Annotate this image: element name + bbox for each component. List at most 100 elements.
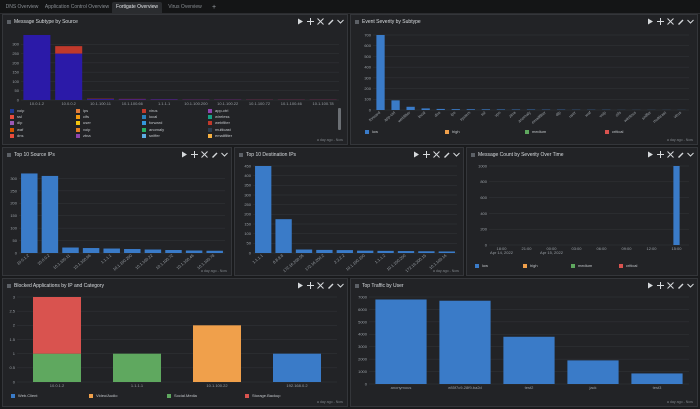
bar[interactable] [144, 249, 162, 253]
bar[interactable] [496, 109, 506, 110]
bar[interactable] [124, 249, 141, 253]
panel-drag-icon[interactable] [471, 152, 475, 157]
legend-item[interactable]: forward [142, 120, 162, 125]
play-icon[interactable] [647, 151, 654, 158]
play-icon[interactable] [413, 151, 420, 158]
legend-item[interactable]: high [445, 129, 460, 134]
legend-item[interactable]: dlp [10, 120, 22, 125]
edit-icon[interactable] [677, 282, 684, 289]
bar[interactable] [255, 166, 272, 253]
expand-icon[interactable] [667, 151, 674, 158]
legend-item[interactable]: wireless [208, 114, 229, 119]
bar[interactable] [295, 249, 313, 253]
bar[interactable] [421, 108, 430, 110]
edit-icon[interactable] [211, 151, 218, 158]
expand-icon[interactable] [317, 18, 324, 25]
legend-item[interactable]: dns [10, 133, 23, 138]
bar[interactable] [391, 100, 400, 110]
panel-drag-icon[interactable] [355, 283, 359, 288]
bar[interactable] [406, 106, 415, 110]
bar[interactable] [436, 108, 445, 110]
legend-item[interactable]: webfilter [208, 120, 230, 125]
panel-drag-icon[interactable] [239, 152, 243, 157]
bar[interactable] [273, 353, 321, 382]
bar[interactable] [397, 251, 415, 253]
legend-item[interactable]: anomaly [142, 127, 164, 132]
edit-icon[interactable] [327, 282, 334, 289]
legend-item[interactable]: user [76, 120, 91, 125]
bar[interactable] [193, 325, 241, 382]
legend-item[interactable]: medium [571, 263, 592, 268]
bar[interactable] [23, 35, 51, 100]
expand-icon[interactable] [317, 282, 324, 289]
bar[interactable] [185, 250, 203, 253]
bar[interactable] [206, 250, 223, 253]
bar[interactable] [376, 35, 385, 110]
legend-item[interactable]: ips [76, 108, 88, 113]
bar[interactable] [33, 297, 81, 354]
legend-item[interactable]: emailfilter [208, 133, 232, 138]
chevron-down-icon[interactable] [221, 151, 228, 158]
play-icon[interactable] [647, 18, 654, 25]
bar[interactable] [103, 248, 120, 253]
legend-item[interactable]: sniffer [142, 133, 160, 138]
move-icon[interactable] [307, 18, 314, 25]
legend-item[interactable]: Storage.Backup [245, 393, 280, 398]
bar[interactable] [673, 166, 680, 245]
bar[interactable] [336, 250, 353, 253]
legend-item[interactable]: waf [10, 127, 23, 132]
expand-icon[interactable] [433, 151, 440, 158]
legend-item[interactable]: medium [525, 129, 546, 134]
bar[interactable] [466, 109, 475, 110]
bar[interactable] [55, 53, 83, 100]
expand-icon[interactable] [667, 282, 674, 289]
bar[interactable] [33, 353, 81, 382]
move-icon[interactable] [657, 282, 664, 289]
expand-icon[interactable] [667, 18, 674, 25]
legend-item[interactable]: voip [76, 127, 90, 132]
play-icon[interactable] [181, 151, 188, 158]
panel-drag-icon[interactable] [7, 283, 11, 288]
legend-item[interactable]: high [523, 263, 538, 268]
bar[interactable] [377, 250, 394, 253]
panel-drag-icon[interactable] [355, 19, 359, 24]
legend-item[interactable]: critical [619, 263, 637, 268]
panel-drag-icon[interactable] [7, 152, 11, 157]
chevron-down-icon[interactable] [337, 18, 344, 25]
play-icon[interactable] [297, 18, 304, 25]
edit-icon[interactable] [327, 18, 334, 25]
legend-item[interactable]: local [142, 114, 157, 119]
bar[interactable] [113, 353, 161, 382]
tab-app-control-overview[interactable]: Application Control Overview [44, 4, 110, 10]
bar[interactable] [567, 360, 619, 384]
bar[interactable] [21, 173, 38, 253]
edit-icon[interactable] [677, 151, 684, 158]
bar[interactable] [62, 247, 79, 253]
panel-drag-icon[interactable] [7, 19, 11, 24]
bar[interactable] [631, 373, 683, 384]
move-icon[interactable] [657, 151, 664, 158]
chevron-down-icon[interactable] [337, 282, 344, 289]
bar[interactable] [438, 251, 455, 253]
bar[interactable] [357, 250, 374, 253]
bar[interactable] [316, 249, 333, 253]
legend-item[interactable]: Video/Audio [89, 393, 118, 398]
bar[interactable] [165, 250, 182, 253]
chevron-down-icon[interactable] [687, 282, 694, 289]
tab-fortigate-overview[interactable]: Fortigate Overview [112, 2, 162, 13]
legend-item[interactable]: ztna [76, 133, 91, 138]
tab-dns-overview[interactable]: DNS Overview [5, 4, 39, 10]
tab-virus-overview[interactable]: Virus Overview [168, 4, 202, 10]
legend-item[interactable]: Web.Client [11, 393, 38, 398]
move-icon[interactable] [307, 282, 314, 289]
move-icon[interactable] [657, 18, 664, 25]
expand-icon[interactable] [201, 151, 208, 158]
bar[interactable] [82, 248, 100, 253]
bar[interactable] [481, 109, 490, 110]
legend-item[interactable]: voip [10, 108, 24, 113]
legend-item[interactable]: low [475, 263, 488, 268]
legend-item[interactable]: ssl [10, 114, 22, 119]
legend-item[interactable]: app-ctrl [208, 108, 228, 113]
edit-icon[interactable] [677, 18, 684, 25]
bar[interactable] [375, 299, 427, 384]
